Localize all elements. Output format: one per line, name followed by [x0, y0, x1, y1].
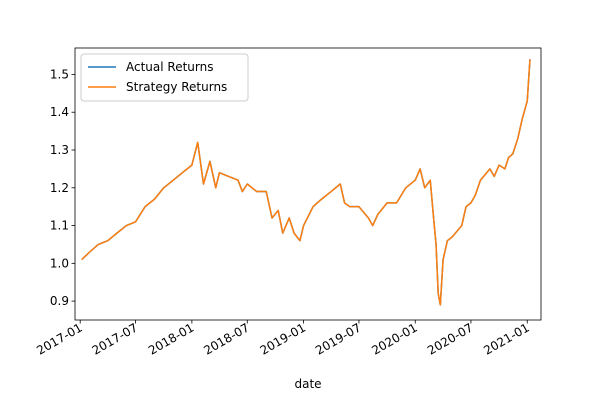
legend-box: [80, 53, 249, 102]
y-tick-label: 1.4: [50, 105, 69, 119]
y-tick-label: 1.5: [50, 67, 69, 81]
y-axis: 0.9 1.0 1.1 1.2 1.3 1.4 1.5: [50, 67, 75, 308]
legend-label-1: Strategy Returns: [126, 80, 227, 94]
y-tick-label: 1.0: [50, 256, 69, 270]
series-layer: [81, 59, 531, 306]
x-axis-label: date: [294, 377, 321, 391]
y-tick-label: 1.3: [50, 143, 69, 157]
y-tick-label: 1.1: [50, 219, 69, 233]
y-tick-label: 0.9: [50, 294, 69, 308]
legend-label-0: Actual Returns: [126, 60, 213, 74]
y-tick-label: 1.2: [50, 181, 69, 195]
plot-frame: [74, 47, 542, 321]
legend: Actual Returns Strategy Returns: [80, 53, 249, 102]
series-line-1: [81, 59, 531, 306]
